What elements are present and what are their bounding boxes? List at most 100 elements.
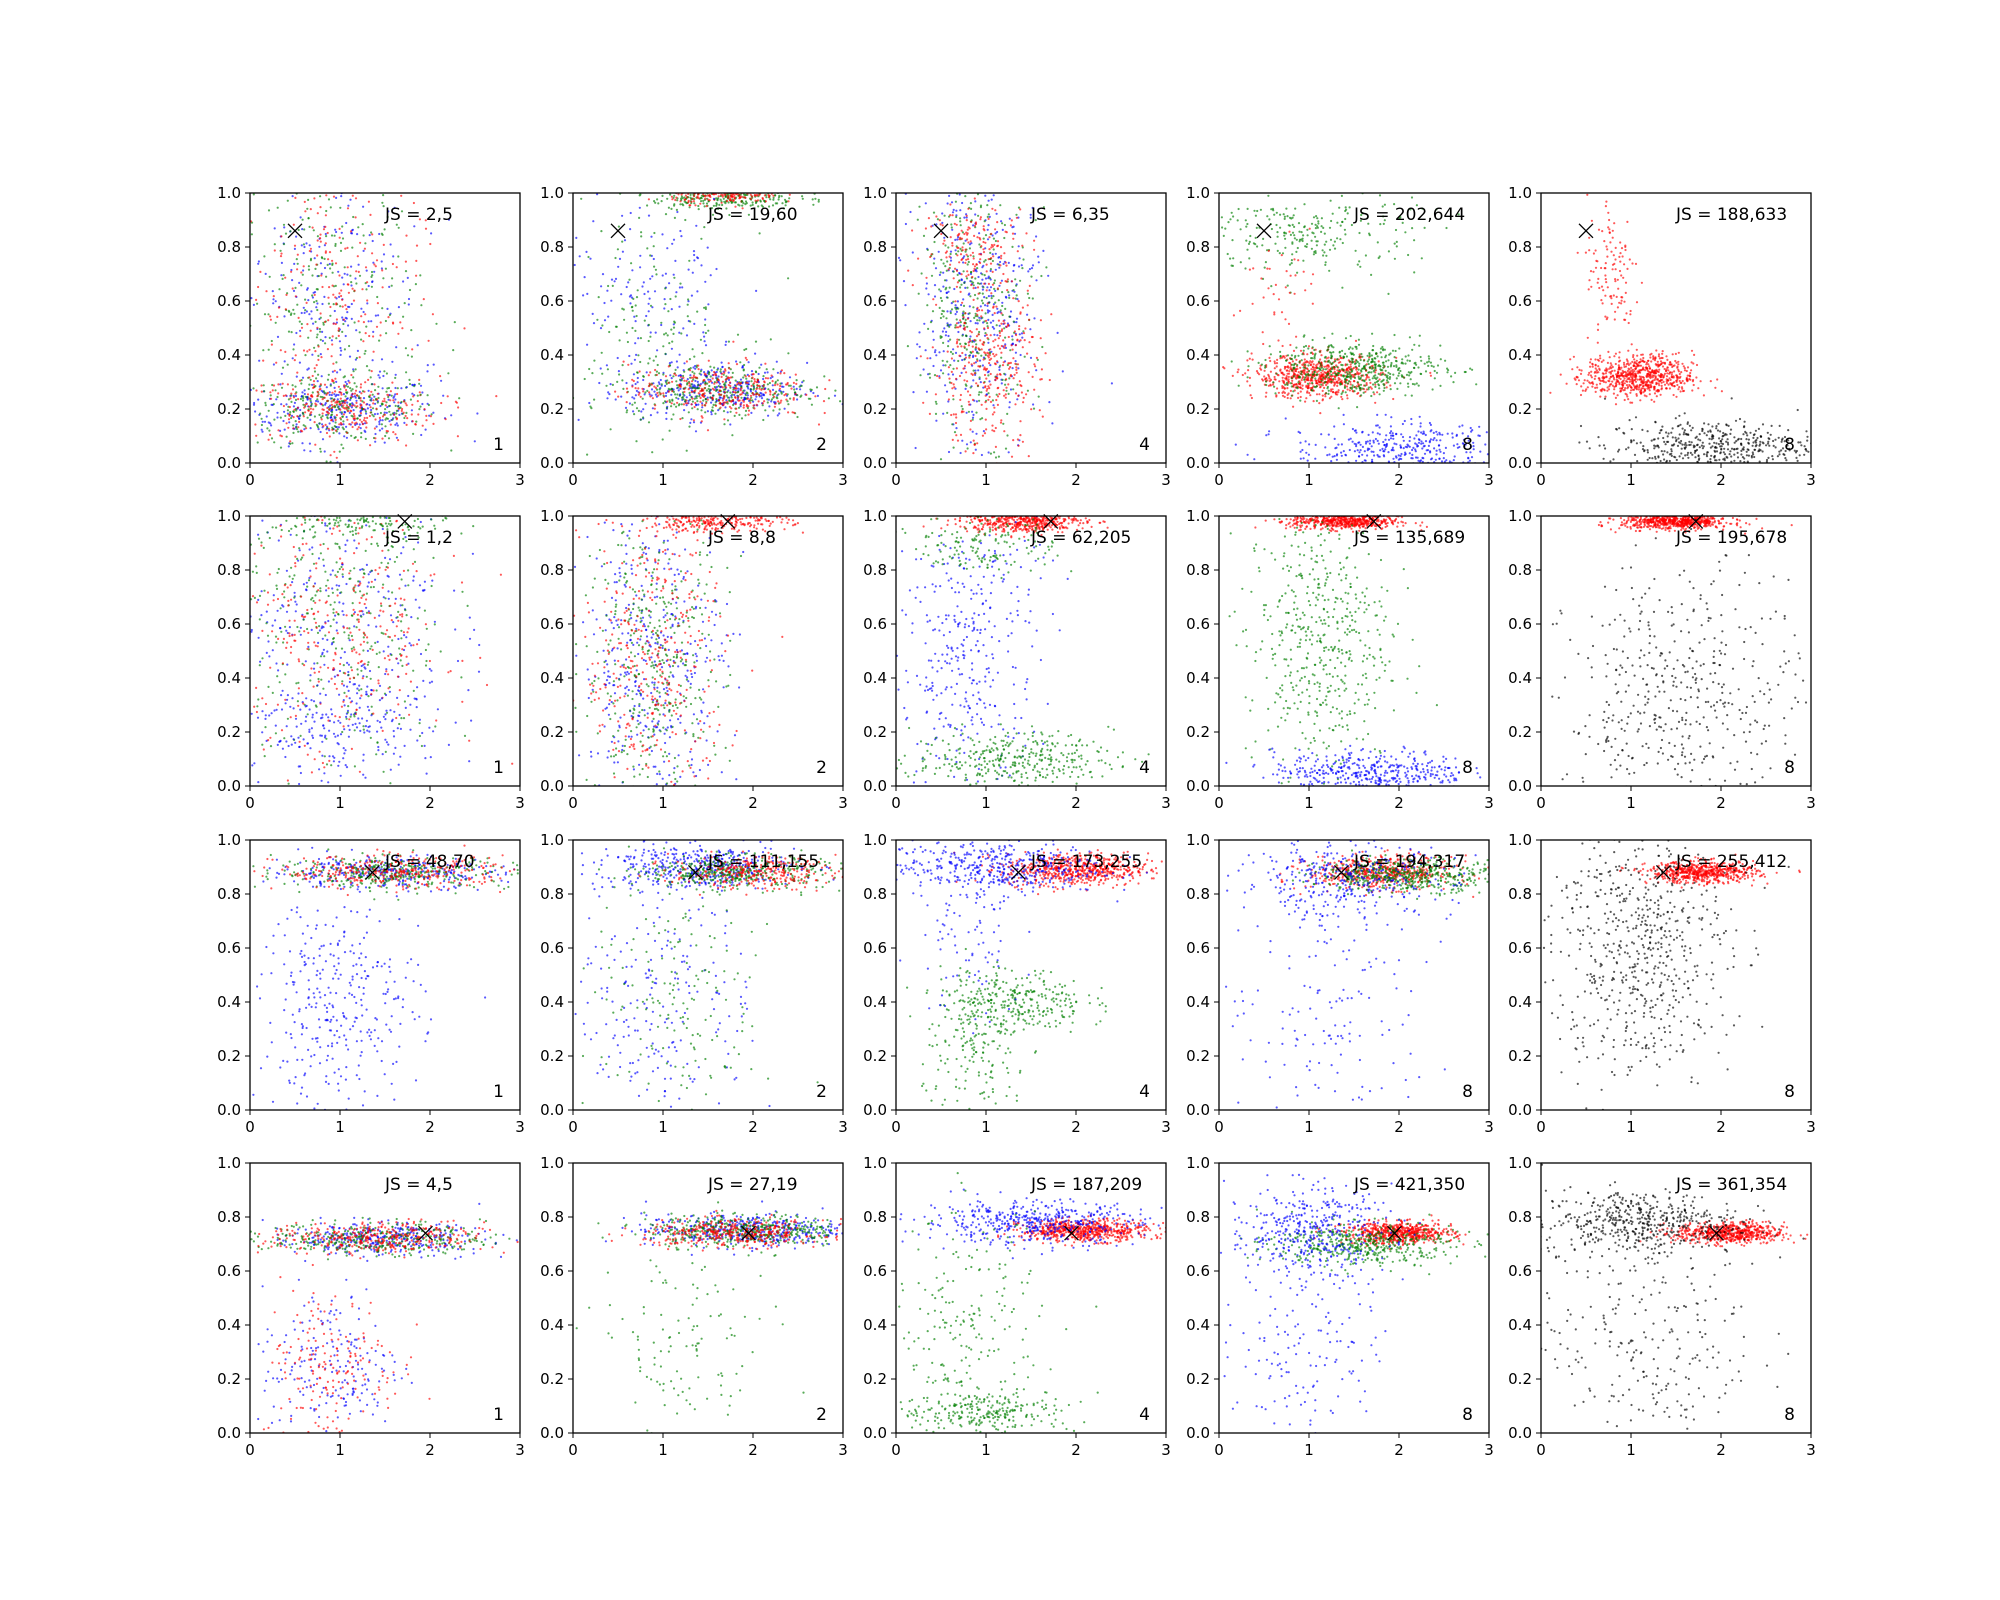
scatter-point — [308, 376, 311, 379]
js-label: JS = 6,35 — [1030, 205, 1110, 225]
scatter-point — [620, 395, 623, 398]
scatter-point — [943, 236, 946, 239]
scatter-point — [962, 317, 965, 320]
scatter-point — [1017, 367, 1020, 370]
scatter-point — [352, 370, 355, 373]
scatter-point — [540, 332, 542, 334]
scatter-point — [703, 306, 706, 309]
scatter-point — [282, 243, 286, 246]
scatter-point — [668, 362, 672, 365]
scatter-point — [677, 374, 680, 377]
scatter-point — [255, 434, 258, 437]
scatter-point — [999, 264, 1002, 267]
scatter-point — [264, 272, 267, 275]
scatter-point — [395, 223, 398, 226]
scatter-point — [1047, 274, 1050, 277]
scatter-point — [440, 379, 443, 382]
scatter-point — [391, 262, 394, 266]
scatter-point — [292, 405, 295, 408]
scatter-point — [756, 190, 758, 192]
scatter-point — [340, 411, 343, 414]
scatter-point — [1012, 269, 1015, 273]
scatter-point — [1022, 258, 1025, 261]
scatter-point — [801, 195, 804, 198]
scatter-point — [703, 335, 706, 338]
scatter-point — [700, 200, 703, 203]
scatter-point — [976, 306, 979, 309]
scatter-point — [344, 304, 347, 307]
scatter-point — [933, 295, 937, 298]
scatter-point — [358, 390, 361, 393]
scatter-point — [966, 317, 970, 320]
scatter-point — [334, 390, 337, 393]
scatter-point — [648, 382, 651, 385]
scatter-point — [934, 412, 938, 415]
scatter-point — [311, 353, 314, 356]
scatter-point — [370, 390, 373, 393]
scatter-point — [954, 324, 957, 327]
scatter-point — [823, 375, 826, 378]
scatter-point — [1005, 389, 1008, 392]
scatter-point — [708, 390, 711, 393]
scatter-point — [317, 354, 320, 357]
scatter-point — [369, 376, 372, 379]
scatter-point — [371, 280, 374, 284]
scatter-point — [991, 259, 995, 263]
scatter-point — [766, 398, 769, 401]
scatter-point — [958, 189, 960, 191]
subplot-r1-c3: 0 1 2 30.00.20.40.60.81.0JS = 6,354 — [863, 162, 1171, 489]
scatter-point — [969, 295, 972, 298]
scatter-point — [700, 197, 703, 200]
scatter-point — [659, 378, 662, 382]
scatter-point — [723, 391, 726, 394]
scatter-point — [655, 273, 658, 276]
scatter-point — [1012, 377, 1015, 380]
scatter-point — [647, 198, 651, 201]
scatter-point — [988, 277, 992, 280]
scatter-point — [292, 348, 295, 351]
scatter-point — [771, 384, 774, 387]
scatter-point — [729, 386, 732, 389]
scatter-point — [664, 332, 668, 335]
scatter-point — [713, 385, 717, 389]
scatter-point — [1334, 391, 1337, 394]
scatter-point — [1315, 371, 1319, 374]
scatter-point — [772, 393, 775, 396]
scatter-point — [647, 374, 650, 377]
scatter-point — [1349, 365, 1352, 368]
scatter-point — [1014, 278, 1017, 281]
scatter-point — [951, 162, 953, 164]
scatter-point — [1250, 352, 1253, 355]
scatter-point — [994, 445, 998, 448]
scatter-point — [286, 199, 289, 202]
scatter-point — [724, 187, 726, 189]
scatter-point — [665, 406, 669, 409]
scatter-point — [301, 273, 304, 276]
scatter-point — [1012, 388, 1015, 391]
scatter-point — [231, 422, 233, 424]
scatter-point — [967, 361, 971, 364]
scatter-point — [992, 303, 996, 306]
scatter-point — [252, 387, 255, 390]
scatter-point — [275, 361, 278, 364]
scatter-point — [698, 372, 701, 375]
scatter-point — [763, 380, 766, 383]
scatter-point — [632, 410, 635, 413]
scatter-point — [987, 374, 990, 377]
scatter-point — [405, 371, 408, 374]
scatter-point — [332, 381, 335, 384]
scatter-point — [727, 378, 731, 381]
scatter-point — [979, 305, 982, 308]
scatter-point — [345, 415, 348, 419]
scatter-point — [210, 379, 212, 381]
scatter-point — [1008, 296, 1011, 299]
scatter-point — [1026, 289, 1029, 292]
scatter-point — [1311, 386, 1314, 389]
scatter-point — [649, 335, 652, 338]
scatter-point — [1012, 237, 1015, 240]
scatter-point — [1310, 368, 1313, 371]
scatter-point — [293, 401, 296, 404]
scatter-point — [657, 202, 660, 205]
scatter-point — [270, 339, 273, 343]
scatter-point — [305, 301, 308, 304]
